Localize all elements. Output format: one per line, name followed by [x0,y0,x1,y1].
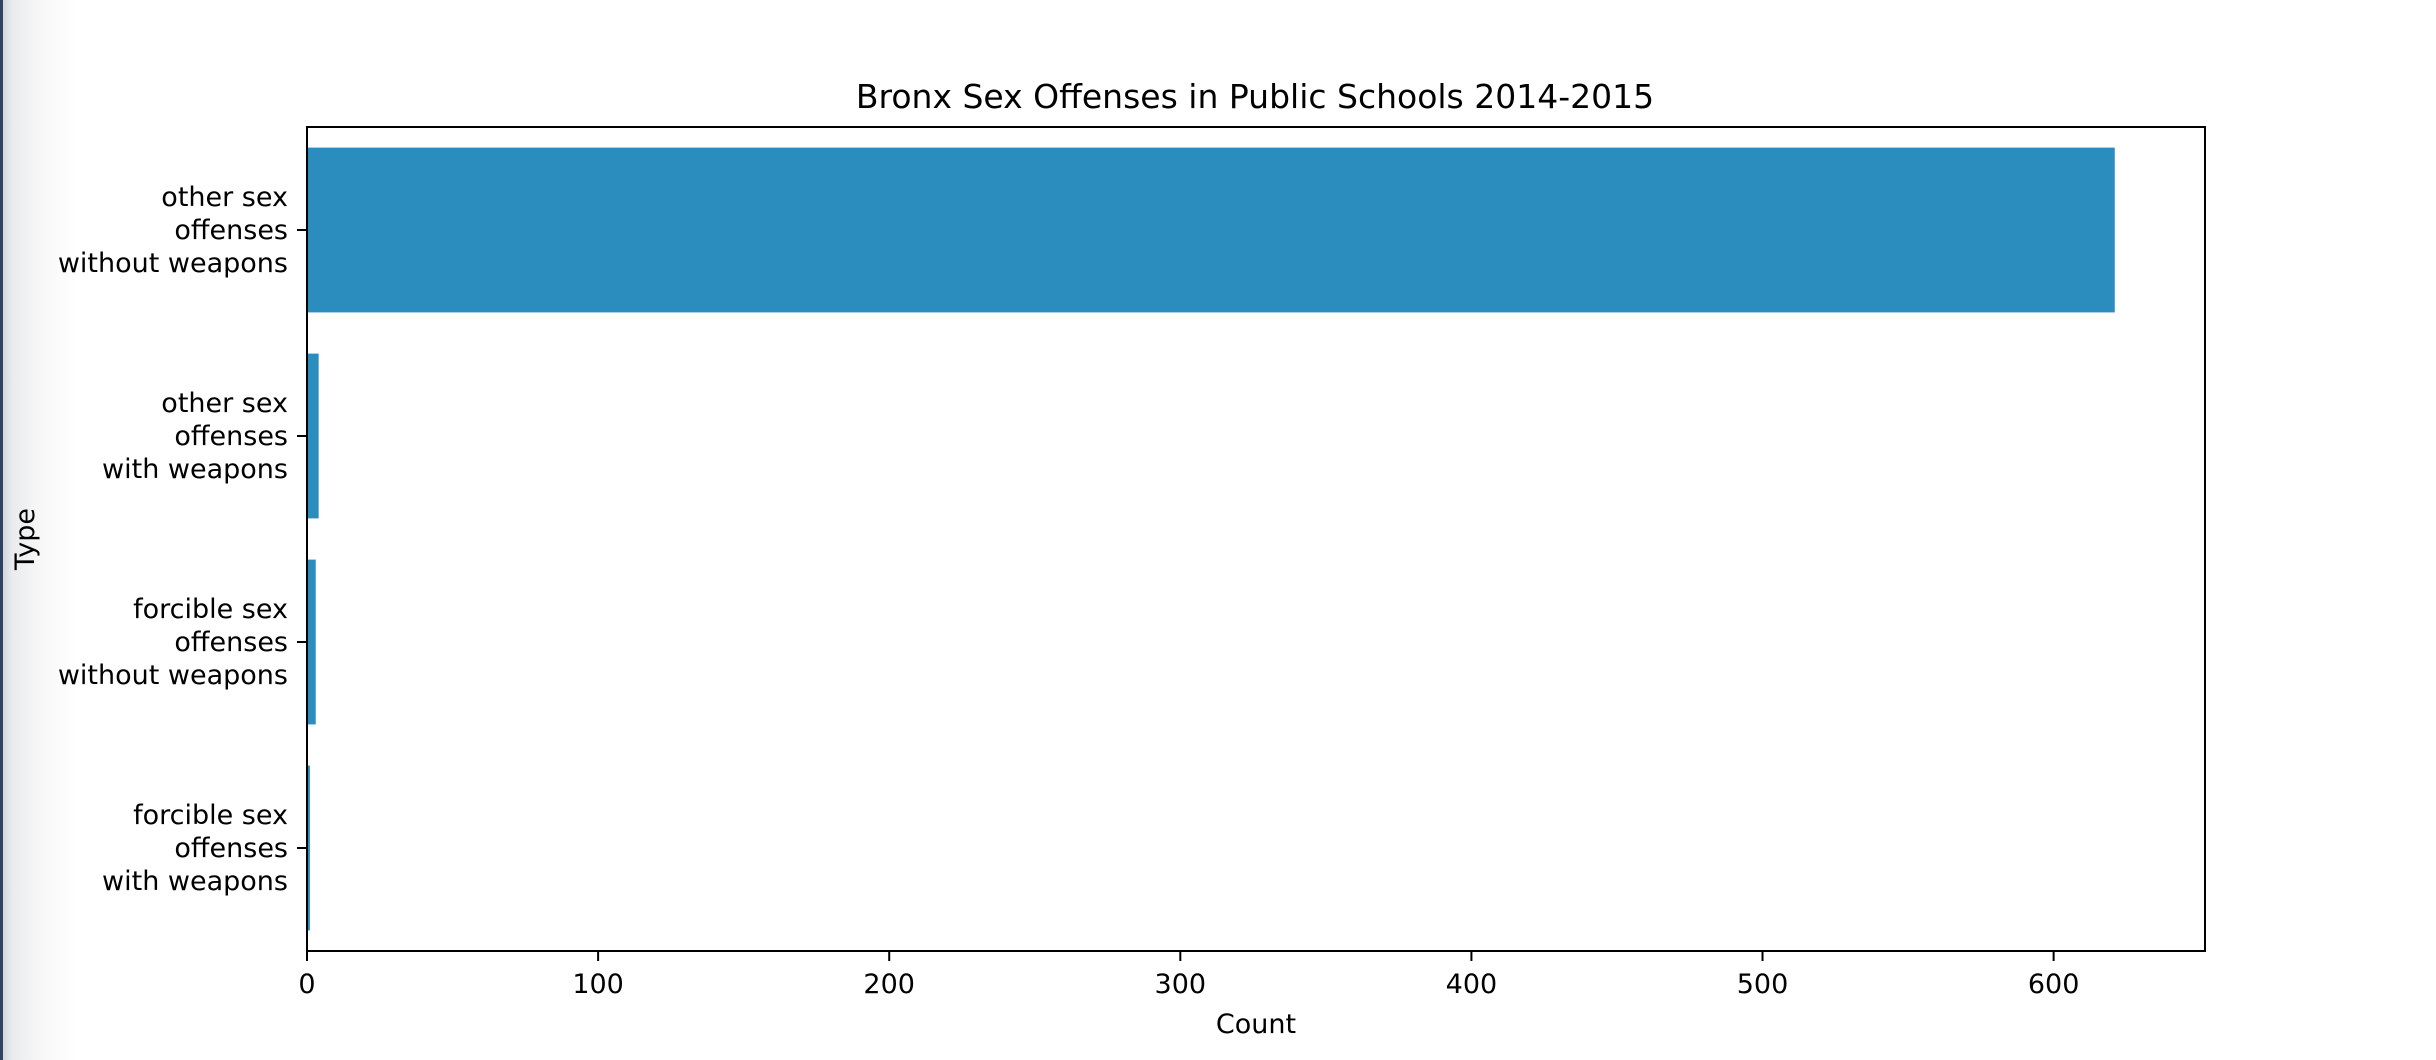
x-axis-ticks: 0 100 200 300 400 500 600 [298,951,2079,1000]
y-axis-label: Type [10,508,41,571]
plot-frame [306,126,2206,952]
bar [307,147,2115,313]
y-tick-label: other sex offenses with weapons [102,388,288,485]
chart-title: Bronx Sex Offenses in Public Schools 201… [856,77,1654,116]
x-axis-label: Count [1216,1009,1296,1040]
y-tick-label: forcible sex offenses without weapons [58,594,288,691]
y-axis-ticks: other sex offenses without weapons other se… [58,182,307,897]
y-tick-label: forcible sex offenses with weapons [102,800,288,897]
x-tick-label: 600 [2028,969,2080,1000]
x-tick-label: 400 [1446,969,1498,1000]
x-tick-label: 200 [863,969,915,1000]
x-tick-label: 500 [1737,969,1789,1000]
window-edge-shadow [0,0,78,1060]
x-tick-label: 100 [572,969,624,1000]
bars-layer [307,147,2115,931]
x-tick-label: 300 [1155,969,1207,1000]
bar [307,765,310,931]
y-tick-label: other sex offenses without weapons [58,182,288,279]
x-tick-label: 0 [298,969,315,1000]
window-edge [0,0,3,1060]
bar [307,559,316,725]
bar [307,353,319,519]
